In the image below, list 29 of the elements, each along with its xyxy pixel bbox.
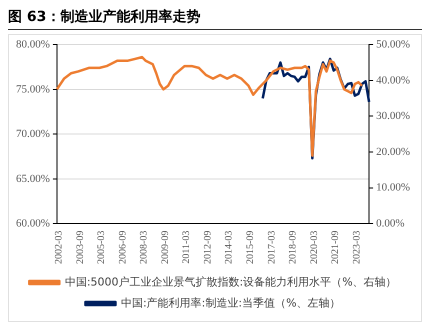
y-tick-label: 70.00% (16, 128, 50, 140)
x-tick-label: 2005-03 (96, 230, 108, 264)
x-tick-label: 2023-03 (351, 230, 362, 264)
chart-title: 图 63：制造业产能利用率走势 (8, 8, 422, 30)
x-tick-label: 2011-03 (181, 230, 192, 264)
x-tick-label: 2018-09 (288, 230, 299, 264)
y-tick-label: 65.00% (16, 172, 50, 185)
legend-label: 中国:产能利用率:制造业:当季值（%、左轴） (120, 296, 341, 310)
x-tick-label: 2015-09 (245, 230, 256, 264)
y-tick-label: 80.00% (16, 38, 50, 50)
x-tick-label: 2014-03 (224, 230, 235, 264)
x-tick-label: 2021-09 (330, 230, 342, 264)
x-tick-label: 2017-03 (266, 230, 278, 264)
y2-tick-label: 0.00% (376, 218, 405, 230)
x-tick-label: 2002-03 (53, 230, 64, 264)
y2-tick-label: 20.00% (376, 146, 410, 158)
x-tick-label: 2008-03 (138, 230, 150, 264)
x-tick-label: 2003-09 (74, 230, 86, 264)
x-tick-label: 2006-09 (117, 230, 128, 264)
x-tick-label: 2012-09 (202, 230, 214, 264)
y2-tick-label: 50.00% (376, 38, 410, 50)
y-tick-label: 60.00% (16, 218, 50, 230)
y2-tick-label: 10.00% (376, 182, 410, 194)
x-tick-label: 2020-03 (308, 230, 320, 264)
y2-tick-label: 40.00% (376, 74, 410, 86)
x-tick-label: 2009-09 (160, 230, 171, 264)
legend-label: 中国:5000户工业企业景气扩散指数:设备能力利用水平（%、右轴） (64, 275, 397, 288)
y2-tick-label: 30.00% (376, 110, 410, 122)
y-tick-label: 75.00% (16, 83, 50, 96)
